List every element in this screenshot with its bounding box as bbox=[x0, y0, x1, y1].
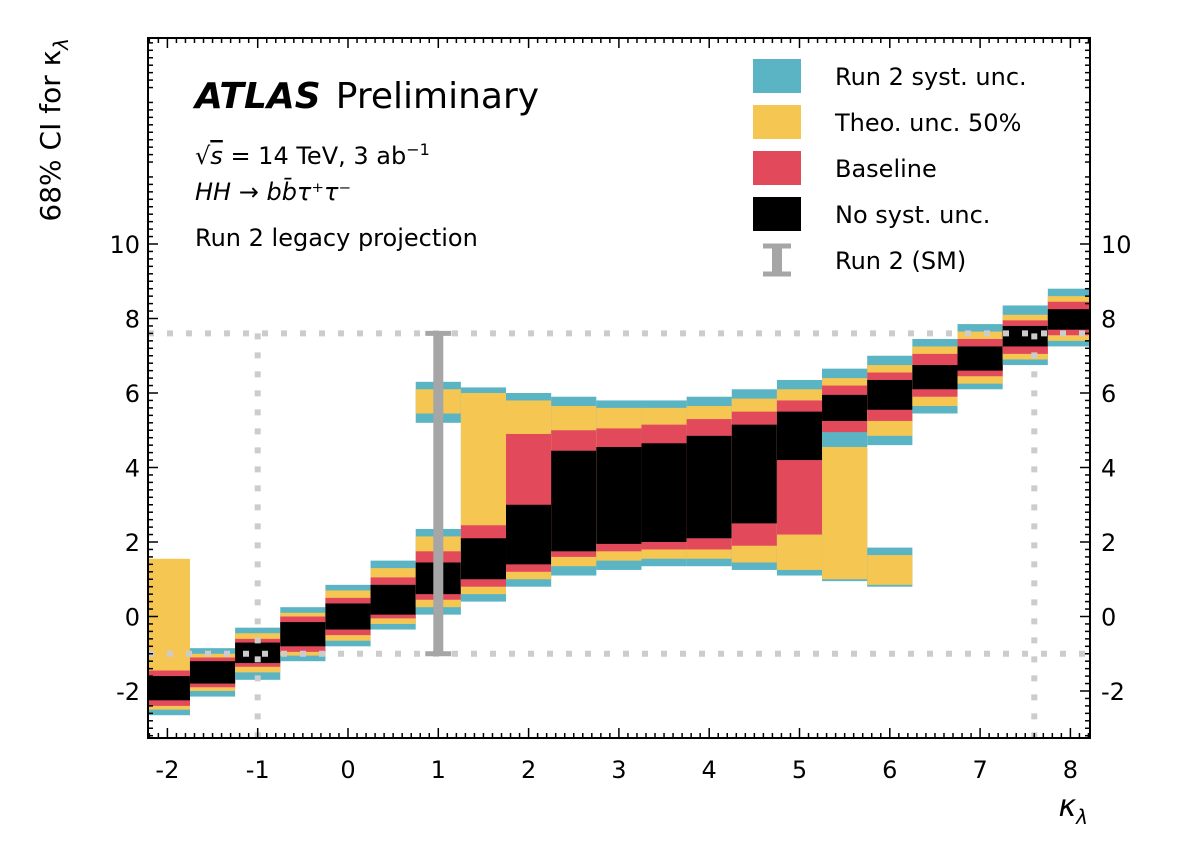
band-nosyst-15-0 bbox=[822, 394, 868, 421]
band-nosyst-0-0 bbox=[148, 676, 190, 701]
x-tick-label: -1 bbox=[246, 756, 270, 784]
band-nosyst-1-0 bbox=[189, 661, 236, 684]
band-nosyst-17-0 bbox=[912, 365, 958, 390]
x-tick-label: -2 bbox=[155, 756, 179, 784]
y-tick-label-left: 0 bbox=[125, 604, 140, 632]
band-nosyst-18-0 bbox=[957, 346, 1003, 371]
legend-swatch-theo bbox=[753, 105, 801, 139]
x-tick-label: 3 bbox=[611, 756, 626, 784]
y-tick-label-left: 2 bbox=[125, 529, 140, 557]
energy-lumi-label: √s = 14 TeV, 3 ab−1 bbox=[195, 140, 430, 171]
band-nosyst-9-0 bbox=[551, 450, 597, 552]
legend-label-run2_sm: Run 2 (SM) bbox=[835, 247, 966, 275]
band-nosyst-14-0 bbox=[776, 411, 823, 461]
y-tick-label-left: 10 bbox=[109, 231, 140, 259]
dotted-reference-lines bbox=[148, 330, 1090, 738]
y-tick-label-right: 2 bbox=[1101, 529, 1116, 557]
legend-label-baseline: Baseline bbox=[835, 155, 937, 183]
band-nosyst-7-0 bbox=[460, 538, 507, 580]
y-tick-label-right: 8 bbox=[1101, 306, 1116, 334]
y-tick-label-right: 6 bbox=[1101, 380, 1116, 408]
legend-swatch-run2_syst bbox=[753, 59, 801, 93]
y-tick-label-left: 4 bbox=[125, 455, 140, 483]
legend-label-theo: Theo. unc. 50% bbox=[834, 109, 1021, 137]
x-tick-label: 6 bbox=[882, 756, 897, 784]
band-nosyst-8-0 bbox=[506, 504, 552, 565]
legend-label-run2_syst: Run 2 syst. unc. bbox=[835, 63, 1027, 91]
x-tick-label: 2 bbox=[521, 756, 536, 784]
y-tick-label-left: -2 bbox=[116, 678, 140, 706]
run2-sm-error-bar bbox=[425, 330, 452, 657]
band-nosyst-2-0 bbox=[235, 642, 281, 664]
legend: Run 2 syst. unc. Theo. unc. 50% Baseline No… bbox=[753, 59, 1027, 277]
x-axis-label: κλ bbox=[1058, 789, 1088, 829]
band-theo-15-0 bbox=[822, 447, 868, 580]
x-tick-label: 0 bbox=[340, 756, 355, 784]
band-nosyst-5-0 bbox=[370, 584, 416, 615]
legend-swatch-nosyst bbox=[753, 197, 801, 231]
x-tick-label: 8 bbox=[1063, 756, 1078, 784]
plot-frame bbox=[147, 37, 1091, 739]
x-tick-label: 5 bbox=[792, 756, 807, 784]
legend-swatch-baseline bbox=[753, 151, 801, 185]
process-label: HH → bb̄τ⁺τ⁻ bbox=[195, 177, 351, 206]
band-theo-16-0 bbox=[867, 555, 913, 585]
band-nosyst-20-0 bbox=[1047, 309, 1090, 330]
y-axis-label: 68% CI for κλ bbox=[34, 38, 73, 222]
axis-ticks: -2 -1 0 1 2 3 4 5 6 7 8 -2 -2 0 0 2 2 4 4 6 6 8 8 10 10 bbox=[109, 38, 1132, 784]
y-tick-label-right: -2 bbox=[1101, 678, 1125, 706]
band-nosyst-12-0 bbox=[686, 435, 732, 539]
band-nosyst-10-0 bbox=[596, 447, 642, 544]
projection-label: Run 2 legacy projection bbox=[195, 224, 478, 252]
x-tick-label: 1 bbox=[431, 756, 446, 784]
atlas-label: ATLAS Preliminary bbox=[192, 76, 539, 117]
band-layer bbox=[148, 288, 1090, 716]
x-tick-label: 7 bbox=[972, 756, 987, 784]
y-tick-label-right: 0 bbox=[1101, 604, 1116, 632]
x-tick-label: 4 bbox=[702, 756, 717, 784]
y-tick-label-right: 4 bbox=[1101, 455, 1116, 483]
y-tick-label-left: 8 bbox=[125, 306, 140, 334]
band-nosyst-4-0 bbox=[325, 603, 371, 630]
band-nosyst-3-0 bbox=[280, 622, 326, 647]
band-nosyst-16-0 bbox=[867, 379, 913, 410]
y-tick-label-right: 10 bbox=[1101, 231, 1132, 259]
y-tick-label-left: 6 bbox=[125, 380, 140, 408]
legend-label-nosyst: No syst. unc. bbox=[835, 201, 990, 229]
band-nosyst-13-0 bbox=[731, 424, 777, 524]
band-nosyst-11-0 bbox=[641, 443, 687, 542]
